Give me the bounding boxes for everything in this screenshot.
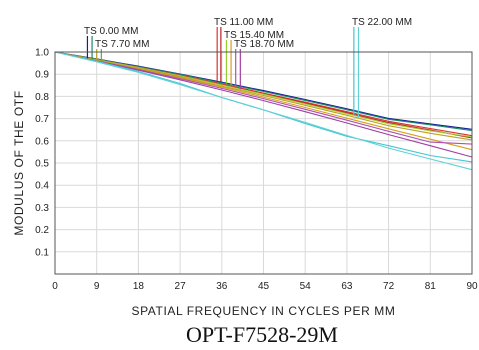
x-tick-label: 0 (52, 281, 58, 292)
ts-label: TS 15.40 MM (224, 30, 284, 41)
y-axis-title: MODULUS OF THE OTF (12, 90, 26, 235)
y-tick-label: 0.4 (35, 181, 49, 192)
ts-label: TS 18.70 MM (234, 39, 294, 50)
field-labels: TS 0.00 MM TS 7.70 MM TS 11.00 MM TS 15.40 … (84, 17, 412, 50)
x-tick-label: 9 (94, 281, 100, 292)
mtf-curve-11 (54, 51, 473, 171)
y-tick-label: 0.1 (35, 247, 49, 258)
mtf-curve-5 (54, 51, 473, 138)
y-tick-label: 0.2 (35, 225, 49, 236)
x-tick-label: 54 (300, 281, 312, 292)
x-tick-labels: 0 9 18 27 36 45 54 63 72 81 90 (52, 281, 478, 292)
y-tick-label: 0.9 (35, 70, 49, 81)
mtf-curve-9 (54, 51, 473, 158)
x-tick-label: 63 (341, 281, 353, 292)
ts-label: TS 11.00 MM (214, 17, 273, 28)
y-tick-label: 0.3 (35, 203, 49, 214)
x-tick-label: 45 (258, 281, 270, 292)
ts-label: TS 22.00 MM (352, 17, 412, 28)
x-tick-label: 27 (175, 281, 187, 292)
x-tick-label: 18 (133, 281, 145, 292)
y-tick-label: 0.7 (35, 114, 49, 125)
y-tick-label: 0.6 (35, 136, 49, 147)
ts-label: TS 0.00 MM (84, 26, 138, 37)
plot-area-frame (54, 51, 473, 275)
ts-label: TS 7.70 MM (95, 39, 149, 50)
model-caption: OPT-F7528-29M (186, 322, 338, 347)
field-markers (86, 27, 360, 118)
mtf-curves (54, 51, 473, 171)
grid-lines (54, 51, 473, 274)
y-tick-label: 0.5 (35, 159, 49, 170)
y-tick-label: 1.0 (35, 48, 49, 59)
y-tick-labels: 0.1 0.2 0.3 0.4 0.5 0.6 0.7 0.8 0.9 1.0 (35, 48, 49, 259)
x-tick-label: 81 (425, 281, 437, 292)
x-axis-title: SPATIAL FREQUENCY IN CYCLES PER MM (131, 304, 395, 318)
y-tick-label: 0.8 (35, 92, 49, 103)
x-tick-label: 72 (383, 281, 395, 292)
x-tick-label: 90 (466, 281, 478, 292)
x-tick-label: 36 (216, 281, 228, 292)
